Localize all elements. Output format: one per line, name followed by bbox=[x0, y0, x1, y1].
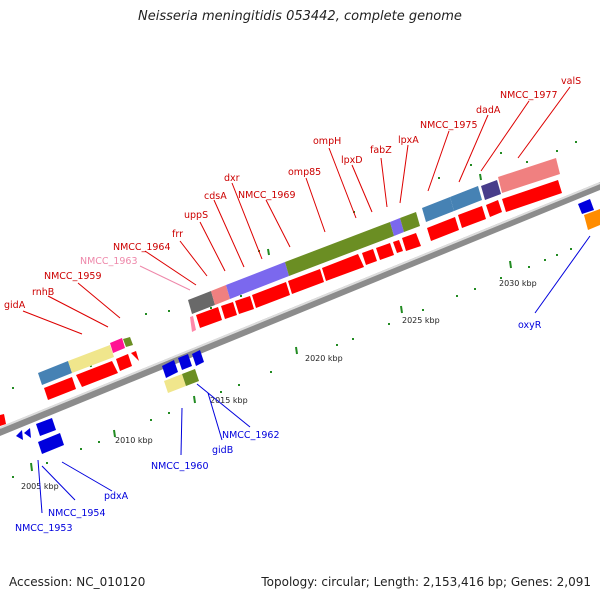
leader-lines-blue bbox=[37, 235, 591, 514]
gene-arrow[interactable] bbox=[131, 351, 139, 361]
gene-box[interactable] bbox=[400, 212, 420, 232]
gene-label-ompH[interactable]: ompH bbox=[313, 136, 341, 147]
gene-arrow[interactable] bbox=[44, 377, 76, 400]
gene-arrow[interactable] bbox=[362, 249, 377, 265]
gene-arrow[interactable] bbox=[393, 240, 403, 253]
leader-lines-pink bbox=[139, 265, 191, 291]
gene-arrow[interactable] bbox=[252, 282, 290, 308]
gene-arrow[interactable] bbox=[502, 180, 562, 212]
gene-labels-blue: NMCC_1953 NMCC_1954 pdxA NMCC_1960 gidB … bbox=[15, 320, 542, 534]
gene-box[interactable] bbox=[123, 337, 133, 347]
feature-track-forward bbox=[0, 180, 562, 426]
gene-arrow[interactable] bbox=[116, 354, 132, 371]
gene-arrow[interactable] bbox=[190, 316, 196, 332]
gene-arrow[interactable] bbox=[76, 361, 118, 387]
gene-arrow[interactable] bbox=[0, 414, 6, 426]
map-title: Neisseria meningitidis 053442, complete … bbox=[138, 9, 462, 24]
gene-label-NMCC_1977[interactable]: NMCC_1977 bbox=[500, 90, 558, 101]
gene-arrow[interactable] bbox=[376, 243, 394, 260]
gene-label-oxyR[interactable]: oxyR bbox=[518, 320, 542, 331]
gene-label-frr[interactable]: frr bbox=[172, 229, 183, 240]
gene-arrow[interactable] bbox=[178, 354, 192, 370]
gene-label-NMCC_1975[interactable]: NMCC_1975 bbox=[420, 120, 478, 131]
gene-label-NMCC_1953[interactable]: NMCC_1953 bbox=[15, 523, 73, 534]
gene-box[interactable] bbox=[226, 262, 289, 299]
gene-box[interactable] bbox=[188, 291, 215, 314]
gene-label-dxr[interactable]: dxr bbox=[224, 173, 240, 184]
gene-arrow[interactable] bbox=[322, 254, 364, 281]
tick-label: 2020 kbp bbox=[305, 354, 343, 363]
gene-arrow[interactable] bbox=[16, 430, 23, 440]
gene-arrow[interactable] bbox=[162, 360, 178, 378]
tick-label: 2025 kbp bbox=[402, 316, 440, 325]
accession-text: Accession: NC_010120 bbox=[9, 575, 146, 589]
gene-arrow[interactable] bbox=[235, 296, 254, 314]
gene-box[interactable] bbox=[285, 222, 394, 276]
tick-label: 2030 kbp bbox=[499, 279, 537, 288]
gene-label-cdsA[interactable]: cdsA bbox=[204, 191, 227, 202]
gene-box[interactable] bbox=[110, 338, 125, 353]
feature-track-categories bbox=[38, 158, 600, 393]
gene-label-omp85[interactable]: omp85 bbox=[288, 167, 321, 178]
gene-box[interactable] bbox=[584, 209, 600, 230]
genome-backbone-highlight bbox=[0, 182, 600, 429]
leader-lines-red bbox=[22, 86, 571, 335]
gene-label-fabZ[interactable]: fabZ bbox=[370, 145, 392, 156]
gene-label-lpxD[interactable]: lpxD bbox=[341, 155, 363, 166]
gene-box[interactable] bbox=[498, 158, 560, 193]
gene-label-NMCC_1963[interactable]: NMCC_1963 bbox=[80, 256, 138, 267]
gene-arrow[interactable] bbox=[192, 350, 204, 366]
gene-box[interactable] bbox=[450, 186, 482, 211]
gene-arrow[interactable] bbox=[486, 200, 502, 217]
gene-label-NMCC_1962[interactable]: NMCC_1962 bbox=[222, 430, 280, 441]
gene-arrow[interactable] bbox=[458, 206, 486, 228]
gene-label-pdxA[interactable]: pdxA bbox=[104, 491, 129, 502]
tick-label: 2015 kbp bbox=[210, 396, 248, 405]
gene-label-dadA[interactable]: dadA bbox=[476, 105, 501, 116]
gene-box[interactable] bbox=[164, 374, 186, 393]
gene-arrow[interactable] bbox=[402, 233, 421, 251]
genome-summary-text: Topology: circular; Length: 2,153,416 bp… bbox=[261, 575, 591, 589]
gene-arrow[interactable] bbox=[38, 433, 64, 454]
gene-arrow[interactable] bbox=[36, 418, 56, 436]
gene-label-NMCC_1959[interactable]: NMCC_1959 bbox=[44, 271, 102, 282]
genome-backbone bbox=[0, 182, 600, 436]
gene-label-valS[interactable]: valS bbox=[561, 76, 581, 87]
gene-label-NMCC_1954[interactable]: NMCC_1954 bbox=[48, 508, 106, 519]
gene-arrow[interactable] bbox=[24, 428, 31, 438]
gene-box[interactable] bbox=[390, 218, 404, 236]
gene-arrow[interactable] bbox=[288, 269, 324, 294]
gene-label-NMCC_1960[interactable]: NMCC_1960 bbox=[151, 461, 209, 472]
gene-box[interactable] bbox=[211, 285, 230, 305]
gene-label-NMCC_1969[interactable]: NMCC_1969 bbox=[238, 190, 296, 201]
gene-arrow[interactable] bbox=[196, 307, 222, 328]
gene-box[interactable] bbox=[182, 369, 199, 386]
feature-track-reverse bbox=[16, 199, 594, 454]
gene-label-lpxA[interactable]: lpxA bbox=[398, 135, 419, 146]
gene-box[interactable] bbox=[481, 180, 501, 200]
gene-box[interactable] bbox=[68, 345, 114, 373]
gene-arrow[interactable] bbox=[578, 199, 594, 214]
gene-box[interactable] bbox=[422, 197, 454, 222]
tick-track-outer bbox=[12, 248, 572, 478]
gene-labels-red: gidA rnhB NMCC_1959 NMCC_1964 frr uppS c… bbox=[4, 76, 581, 311]
gene-label-gidA[interactable]: gidA bbox=[4, 300, 26, 311]
tick-label: 2010 kbp bbox=[115, 436, 153, 445]
gene-arrow[interactable] bbox=[427, 217, 459, 241]
gene-label-gidB[interactable]: gidB bbox=[212, 445, 233, 456]
gene-box[interactable] bbox=[38, 361, 72, 385]
gene-arrow[interactable] bbox=[221, 302, 237, 319]
gene-label-rnhB[interactable]: rnhB bbox=[32, 287, 54, 298]
gene-label-uppS[interactable]: uppS bbox=[184, 210, 208, 221]
gene-label-NMCC_1964[interactable]: NMCC_1964 bbox=[113, 242, 171, 253]
gene-labels-pink: NMCC_1963 bbox=[80, 256, 138, 267]
